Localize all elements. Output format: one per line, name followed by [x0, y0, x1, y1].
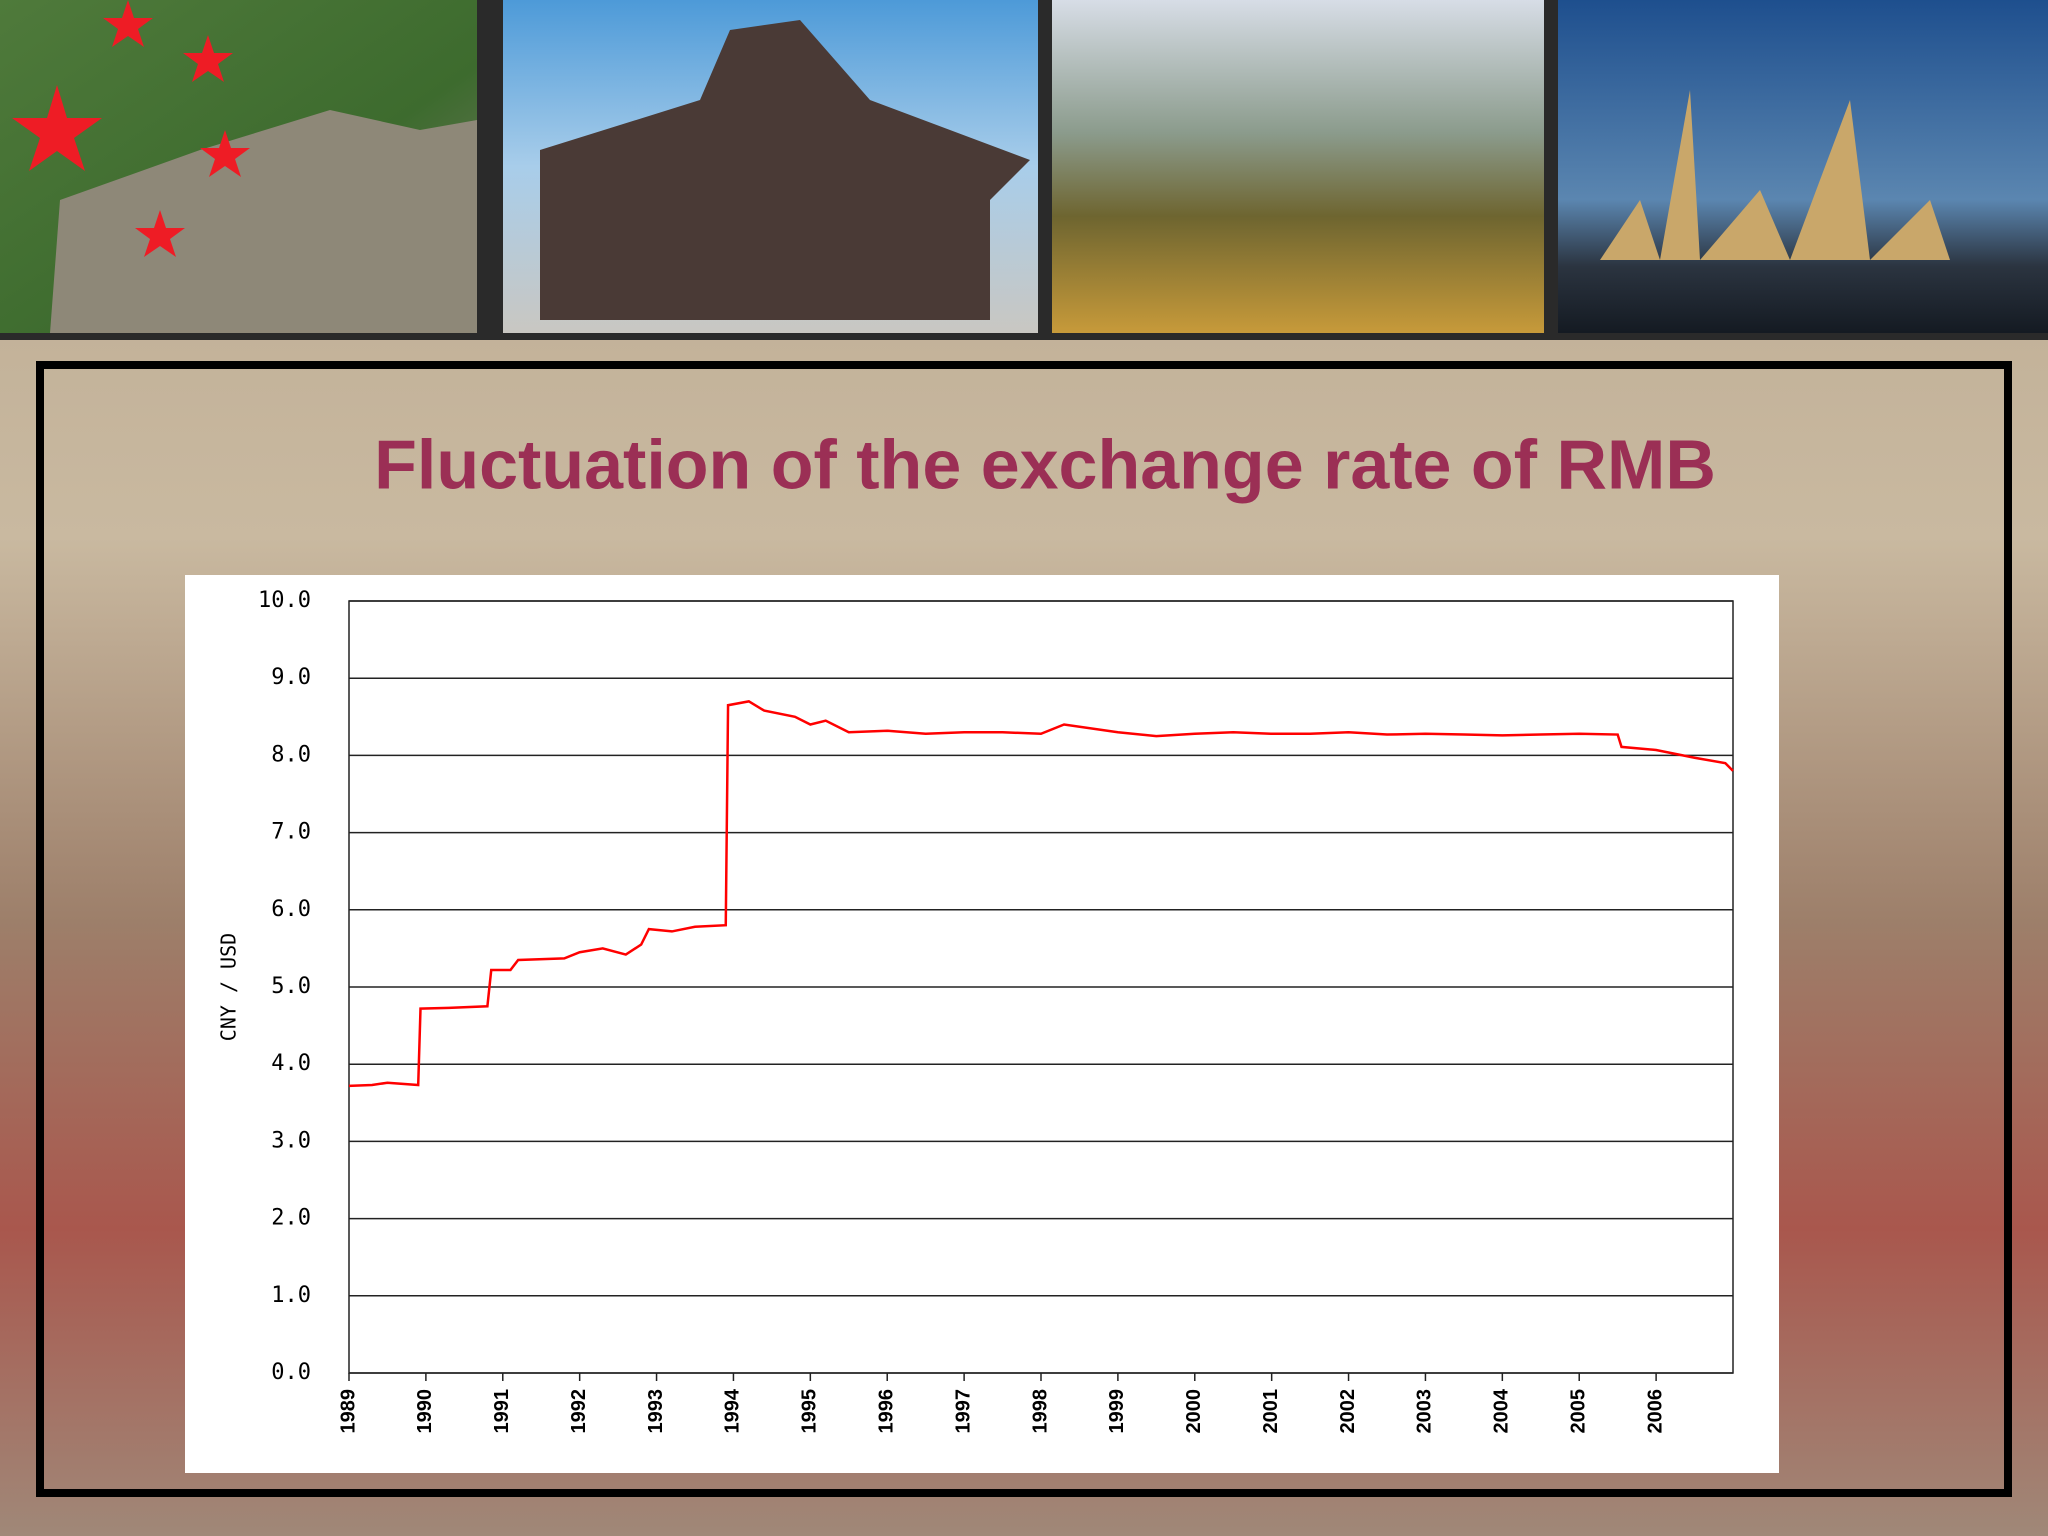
stars — [12, 0, 250, 257]
x-tick-label: 1996 — [876, 1389, 898, 1434]
y-tick-label: 3.0 — [271, 1128, 311, 1153]
x-tick-label: 2003 — [1414, 1389, 1436, 1434]
y-tick-label: 9.0 — [271, 665, 311, 690]
x-tick-label: 1990 — [414, 1389, 436, 1434]
x-tick-label: 1995 — [799, 1389, 821, 1434]
x-tick-label: 2006 — [1644, 1389, 1666, 1434]
y-axis-label: CNY / USD — [217, 933, 241, 1041]
x-tick-label: 1989 — [337, 1389, 359, 1434]
photo-terraces — [1052, 0, 1544, 333]
temple-shape — [540, 20, 1030, 320]
x-tick-label: 2001 — [1260, 1389, 1282, 1434]
y-tick-label: 2.0 — [271, 1206, 311, 1231]
x-tick-label: 1998 — [1029, 1389, 1051, 1434]
skyline-shape — [1600, 90, 1950, 260]
y-tick-label: 1.0 — [271, 1283, 311, 1308]
frame — [36, 361, 2012, 1497]
y-tick-label: 10.0 — [258, 588, 311, 613]
y-tick-label: 4.0 — [271, 1051, 311, 1076]
x-tick-label: 2005 — [1568, 1389, 1590, 1434]
x-tick-label: 1997 — [952, 1389, 974, 1434]
chart-area — [185, 575, 1779, 1473]
x-tick-label: 1993 — [645, 1389, 667, 1434]
x-tick-label: 1999 — [1106, 1389, 1128, 1434]
x-tick-label: 1994 — [722, 1388, 744, 1433]
y-tick-label: 6.0 — [271, 897, 311, 922]
y-tick-label: 0.0 — [271, 1360, 311, 1385]
x-tick-label: 2002 — [1337, 1389, 1359, 1434]
photo-skyline — [1558, 0, 2048, 333]
y-tick-label: 8.0 — [271, 742, 311, 767]
x-tick-label: 1991 — [491, 1389, 513, 1434]
wall-shape — [50, 110, 477, 333]
chart-title: Fluctuation of the exchange rate of RMB — [374, 425, 1716, 503]
y-tick-label: 7.0 — [271, 820, 311, 845]
data-line — [348, 700, 1734, 1088]
x-tick-label: 2004 — [1491, 1388, 1513, 1433]
y-tick-label: 5.0 — [271, 974, 311, 999]
x-tick-label: 1992 — [568, 1389, 590, 1434]
x-tick-label: 2000 — [1183, 1389, 1205, 1434]
